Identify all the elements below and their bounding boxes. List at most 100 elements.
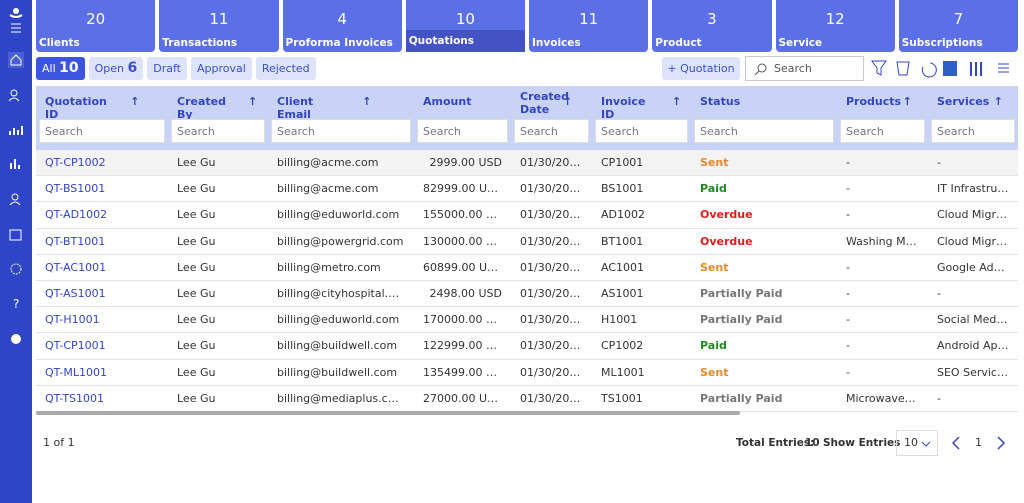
status-tab[interactable]: Approval (191, 57, 252, 80)
column-header[interactable]: Invoice ID ↑ (592, 86, 691, 150)
tab-label: Open (94, 62, 125, 75)
toolbar-search[interactable]: Search (745, 56, 864, 81)
table-cell: 60899.00 USD (423, 260, 503, 274)
column-search[interactable] (39, 119, 165, 143)
table-cell: Lee Gu (177, 260, 216, 274)
table-cell: AC1001 (601, 260, 645, 274)
toolbar-icons (871, 60, 1009, 78)
nav-icon[interactable] (8, 228, 24, 242)
summary-tiles: 20 Clients 11 Transactions 4 Proforma Invoice… (36, 0, 1018, 52)
summary-tile[interactable]: 20 Clients (36, 0, 156, 52)
table-cell: billing@acme.com (277, 182, 379, 196)
nav-icon[interactable] (8, 123, 24, 137)
column-label: Created By (177, 95, 226, 121)
add-quotation-button[interactable]: + Quotation (662, 57, 740, 80)
table-cell: billing@cityhospital.com (277, 286, 412, 300)
table-cell[interactable]: QT-AD1002 (45, 208, 108, 222)
table-cell[interactable]: QT-BS1001 (45, 182, 106, 196)
column-search[interactable] (840, 119, 925, 143)
summary-tile[interactable]: 12 Service (775, 0, 895, 52)
column-header[interactable]: Quotation ID ↑ (36, 86, 168, 150)
table-cell: 27000.00 USD (423, 391, 503, 405)
tile-label: Transactions (162, 37, 238, 49)
status-tab[interactable]: Open 6 (88, 57, 144, 80)
nav-home[interactable] (8, 52, 24, 68)
status-tab[interactable]: All 10 (36, 57, 85, 80)
table-cell[interactable]: QT-ML1001 (45, 365, 107, 379)
table-cell[interactable]: QT-CP1001 (45, 339, 106, 353)
table-cell: - (846, 156, 850, 169)
tab-label: All (42, 62, 56, 75)
total-entries-label: Total Entries: (736, 437, 815, 449)
column-search[interactable] (171, 119, 265, 143)
summary-tile[interactable]: 11 Transactions (159, 0, 279, 52)
next-page[interactable] (996, 436, 1006, 450)
table-cell[interactable]: QT-TS1001 (45, 391, 105, 405)
column-header[interactable]: Services ↑ (928, 86, 1018, 150)
column-label: Invoice ID (601, 95, 646, 121)
page-size: 10 (904, 436, 918, 449)
nav-icon[interactable] (8, 157, 24, 171)
table-cell[interactable]: QT-CP1002 (45, 156, 106, 169)
summary-tile[interactable]: 11 Invoices (529, 0, 649, 52)
nav-help[interactable]: ? (8, 297, 24, 311)
summary-tile[interactable]: 4 Proforma Invoices (282, 0, 402, 52)
status-tab[interactable]: Draft (147, 57, 187, 80)
refresh-icon[interactable] (921, 62, 937, 78)
column-search[interactable] (417, 119, 508, 143)
summary-tile[interactable]: 7 Subscriptions (898, 0, 1018, 52)
table-cell: - (846, 339, 850, 353)
column-search[interactable] (931, 119, 1015, 143)
column-header[interactable]: Created Date ↑ (511, 86, 592, 150)
table-cell: 01/30/2026 (520, 286, 584, 300)
nav-icon[interactable] (8, 332, 24, 346)
table-row[interactable]: QT-CP1001 Lee Gu billing@buildwell.com 1229… (36, 333, 1018, 360)
table-cell: 82999.00 USD (423, 182, 503, 196)
tile-label: Clients (39, 37, 80, 49)
table-cell: - (846, 286, 850, 300)
excel-icon[interactable] (943, 61, 957, 76)
column-search[interactable] (271, 119, 411, 143)
column-header[interactable]: Status (691, 86, 837, 150)
nav-settings[interactable] (8, 262, 24, 276)
page-size-select[interactable]: 10 (896, 430, 938, 456)
sort-icon: ↑ (248, 95, 258, 108)
table-cell: - (937, 286, 941, 300)
table-cell: - (846, 182, 850, 196)
status-tab[interactable]: Rejected (255, 57, 316, 80)
column-header[interactable]: Amount (414, 86, 511, 150)
table-row[interactable]: QT-AS1001 Lee Gu billing@cityhospital.com 2… (36, 281, 1018, 308)
column-header[interactable]: Created By ↑ (168, 86, 268, 150)
table-row[interactable]: QT-BT1001 Lee Gu billing@powergrid.com 1300… (36, 229, 1018, 255)
column-search[interactable] (694, 119, 834, 143)
menu-icon[interactable] (998, 63, 1009, 73)
table-row[interactable]: QT-AD1002 Lee Gu billing@eduworld.com 15500… (36, 202, 1018, 229)
summary-tile[interactable]: 3 Product (652, 0, 772, 52)
columns-icon[interactable] (970, 62, 982, 76)
nav-icon[interactable] (8, 192, 24, 206)
column-search[interactable] (595, 119, 688, 143)
table-row[interactable]: QT-AC1001 Lee Gu billing@metro.com 60899.00… (36, 254, 1018, 281)
clear-icon[interactable] (896, 61, 910, 76)
logo[interactable] (8, 6, 24, 34)
nav-icon[interactable] (8, 88, 24, 102)
scrollbar[interactable] (36, 411, 740, 415)
column-header[interactable]: Client Email ↑ (268, 86, 414, 150)
prev-page[interactable] (951, 436, 961, 450)
column-search[interactable] (514, 119, 589, 143)
table-cell[interactable]: QT-AC1001 (45, 260, 107, 274)
column-header[interactable]: Products ↑ (837, 86, 928, 150)
table-row[interactable]: QT-H1001 Lee Gu billing@eduworld.com 170000… (36, 307, 1018, 334)
table-cell[interactable]: QT-H1001 (45, 313, 100, 327)
table-cell[interactable]: QT-BT1001 (45, 234, 106, 248)
table-cell[interactable]: QT-AS1001 (45, 286, 106, 300)
table-row[interactable]: QT-ML1001 Lee Gu billing@buildwell.com 1354… (36, 359, 1018, 386)
table-row[interactable]: QT-CP1002 Lee Gu billing@acme.com 2999.00 U… (36, 150, 1018, 177)
table-row[interactable]: QT-BS1001 Lee Gu billing@acme.com 82999.00 … (36, 176, 1018, 203)
table-cell: - (846, 365, 850, 379)
summary-tile[interactable]: 10 Quotations (405, 0, 525, 52)
table-row[interactable]: QT-TS1001 Lee Gu billing@mediaplus.com 2700… (36, 386, 1018, 412)
table-cell: Partially Paid (700, 391, 783, 405)
filter-icon[interactable] (871, 60, 887, 76)
table-cell: Partially Paid (700, 313, 783, 327)
